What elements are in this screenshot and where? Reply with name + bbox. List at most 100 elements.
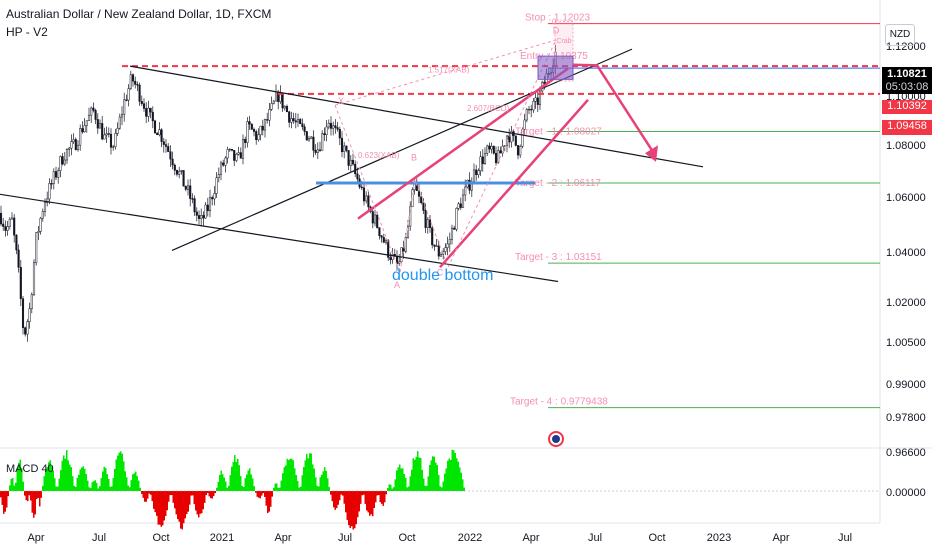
candle-body [200, 215, 203, 219]
time-tick-label: Jul [588, 532, 602, 544]
time-tick-label: Jul [338, 532, 352, 544]
macd-bar [207, 491, 209, 493]
candle-body [290, 118, 293, 123]
macd-bar [64, 458, 66, 491]
candle-body [248, 121, 251, 125]
macd-bar [187, 491, 189, 512]
entry-zone-box [537, 55, 574, 80]
macd-bar [240, 476, 242, 491]
currency-badge[interactable]: NZD [885, 24, 915, 46]
macd-bar [55, 486, 57, 491]
macd-bar [438, 474, 440, 491]
candle-body [24, 327, 27, 335]
macd-bar [444, 473, 446, 491]
candle-body [316, 149, 319, 153]
macd-bar [145, 491, 147, 502]
candle-body [39, 217, 42, 232]
candle-body [68, 147, 71, 150]
macd-bar [108, 479, 110, 491]
macd-bar [319, 477, 321, 491]
candle-body [433, 244, 436, 247]
macd-bar [388, 484, 390, 491]
candle-body [59, 156, 62, 171]
candle-body [323, 133, 326, 135]
candle-body [206, 204, 209, 212]
macd-bar [360, 491, 362, 504]
candle-body [486, 145, 489, 154]
macd-bar [199, 491, 201, 514]
macd-bar [238, 465, 240, 491]
macd-bar [409, 476, 411, 491]
macd-bar [193, 491, 195, 505]
macd-bar [312, 464, 314, 491]
macd-bar [121, 453, 123, 491]
price-tick-label: 0.97800 [886, 412, 926, 424]
candle-body [356, 173, 359, 180]
candle-body [285, 106, 289, 113]
candle-body [292, 118, 295, 121]
macd-bar [79, 469, 81, 491]
candle-body [191, 198, 194, 200]
macd-bar [459, 467, 461, 491]
macd-bar [387, 487, 389, 491]
candle-body [4, 226, 7, 231]
price-tick-label: 1.08000 [886, 140, 926, 152]
macd-bar [346, 491, 348, 520]
macd-bar [214, 491, 216, 494]
candle-body [164, 144, 168, 147]
candle-body [259, 125, 262, 136]
macd-bar [423, 478, 425, 491]
macd-bar [442, 481, 444, 491]
candle-body [332, 125, 335, 129]
macd-bar [331, 491, 333, 502]
candle-body [244, 139, 247, 143]
candle-body [516, 145, 520, 156]
macd-bar [15, 482, 17, 491]
macd-bar [273, 487, 275, 491]
macd-bar [222, 474, 224, 491]
macd-bar [430, 460, 432, 491]
candle-body [6, 226, 9, 231]
candle-body [217, 174, 220, 179]
macd-layer [0, 449, 880, 530]
macd-bar [151, 491, 153, 502]
macd-bar [90, 488, 92, 491]
macd-bar [378, 491, 380, 496]
time-tick-label: Oct [648, 532, 665, 544]
time-tick-label: Apr [772, 532, 789, 544]
candle-body [514, 135, 517, 146]
candle-body [536, 97, 539, 105]
macd-bar [421, 469, 423, 491]
macd-bar [246, 474, 248, 491]
macd-bar [255, 491, 257, 493]
candle-body [499, 150, 502, 154]
macd-bar [447, 460, 449, 491]
macd-bar [178, 491, 180, 522]
macd-bar [109, 486, 111, 491]
time-tick-label: 2022 [458, 532, 482, 544]
candle-body [294, 120, 297, 123]
macd-bar [397, 467, 399, 491]
price-tick-label: 0.99000 [886, 379, 926, 391]
candle-body [169, 151, 172, 160]
candle-body [349, 159, 352, 166]
macd-bar [300, 486, 302, 491]
candle-body [283, 106, 286, 109]
candle-body [222, 162, 225, 166]
macd-bar [115, 459, 117, 491]
macd-bar [166, 491, 168, 511]
candle-body [448, 239, 451, 245]
candle-body [347, 150, 350, 166]
macd-bar [448, 458, 450, 491]
macd-bar [168, 491, 170, 502]
candle-body [270, 103, 273, 110]
candle-body [8, 218, 11, 227]
macd-bar [139, 487, 141, 491]
time-tick-label: 2021 [210, 532, 234, 544]
macd-bar [282, 473, 284, 491]
candle-body [422, 202, 425, 211]
macd-bar [24, 491, 26, 496]
macd-bar [9, 485, 11, 491]
